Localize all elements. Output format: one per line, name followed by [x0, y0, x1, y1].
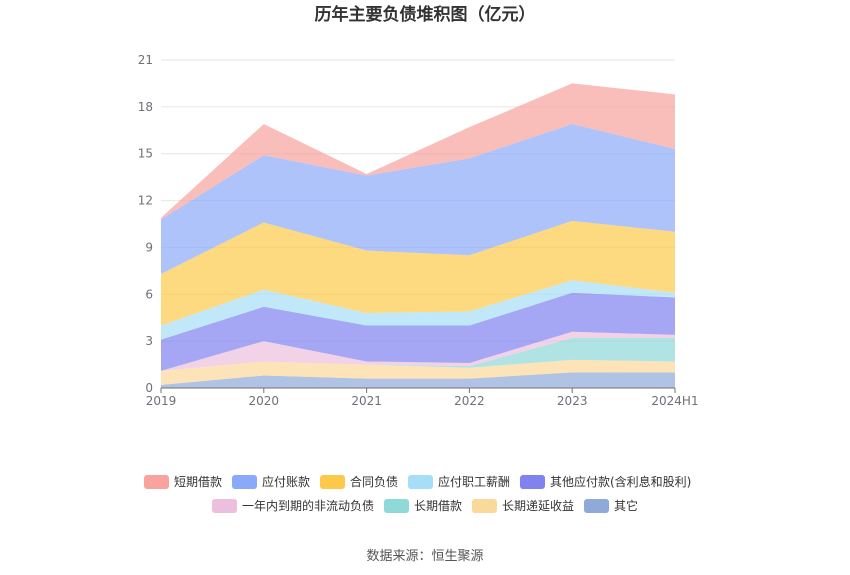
y-tick-label: 21	[138, 53, 153, 67]
legend-item[interactable]: 应付职工薪酬	[408, 474, 510, 489]
x-tick-label: 2020	[249, 394, 280, 408]
legend-label: 应付账款	[262, 474, 310, 489]
axes: 0 3 6 9 12 15 18 21 2019 2020 2021 2022 2023 2024H1	[138, 53, 699, 408]
legend-item[interactable]: 合同负债	[320, 474, 398, 489]
legend-item[interactable]: 其他应付款(含利息和股利)	[520, 474, 691, 489]
y-tick-label: 9	[145, 240, 153, 254]
area-series-3	[161, 331, 675, 371]
legend-label: 合同负债	[350, 474, 398, 489]
legend-item[interactable]: 长期递延收益	[472, 499, 574, 513]
area-series	[161, 83, 675, 388]
area-series-1	[161, 359, 675, 385]
legend-label: 其他应付款(含利息和股利)	[550, 474, 691, 489]
x-tick-label: 2022	[454, 394, 485, 408]
legend-swatch	[320, 475, 345, 489]
data-source: 数据来源：恒生聚源	[366, 549, 483, 564]
x-tick-label: 2024H1	[651, 394, 698, 408]
legend-label: 其它	[614, 498, 638, 513]
legend: 短期借款 应付账款 合同负债 应付职工薪酬 其他应付款(含利息和股利) 一年内到期的非流动…	[144, 474, 691, 513]
legend-label: 应付职工薪酬	[438, 474, 510, 489]
x-tick-label: 2019	[146, 394, 177, 408]
x-tick-label: 2021	[351, 394, 382, 408]
legend-swatch	[584, 499, 609, 513]
legend-swatch	[472, 499, 497, 513]
y-tick-label: 18	[138, 100, 153, 114]
legend-swatch	[520, 475, 545, 489]
area-series-7	[161, 124, 675, 274]
legend-swatch	[232, 475, 257, 489]
legend-label: 短期借款	[174, 475, 222, 489]
legend-label: 长期借款	[414, 499, 462, 513]
legend-item[interactable]: 应付账款	[232, 474, 310, 489]
legend-item[interactable]: 一年内到期的非流动负债	[212, 498, 374, 513]
area-series-2	[161, 338, 675, 371]
area-series-5	[161, 280, 675, 340]
y-tick-label: 6	[145, 287, 153, 301]
y-tick-label: 12	[138, 194, 153, 208]
legend-swatch	[408, 475, 433, 489]
legend-item[interactable]: 其它	[584, 498, 638, 513]
y-tick-label: 0	[145, 381, 153, 395]
legend-item[interactable]: 短期借款	[144, 475, 222, 489]
y-tick-label: 3	[145, 334, 153, 348]
legend-swatch	[144, 475, 169, 489]
legend-label: 一年内到期的非流动负债	[242, 498, 374, 513]
legend-label: 长期递延收益	[502, 499, 574, 513]
area-series-8	[161, 83, 675, 220]
area-series-0	[161, 372, 675, 388]
y-tick-label: 15	[138, 147, 153, 161]
chart-title: 历年主要负债堆积图（亿元）	[315, 4, 536, 25]
area-series-6	[161, 220, 675, 326]
legend-item[interactable]: 长期借款	[384, 499, 462, 513]
x-tick-label: 2023	[557, 394, 588, 408]
area-series-4	[161, 292, 675, 371]
legend-swatch	[384, 499, 409, 513]
legend-swatch	[212, 499, 237, 513]
